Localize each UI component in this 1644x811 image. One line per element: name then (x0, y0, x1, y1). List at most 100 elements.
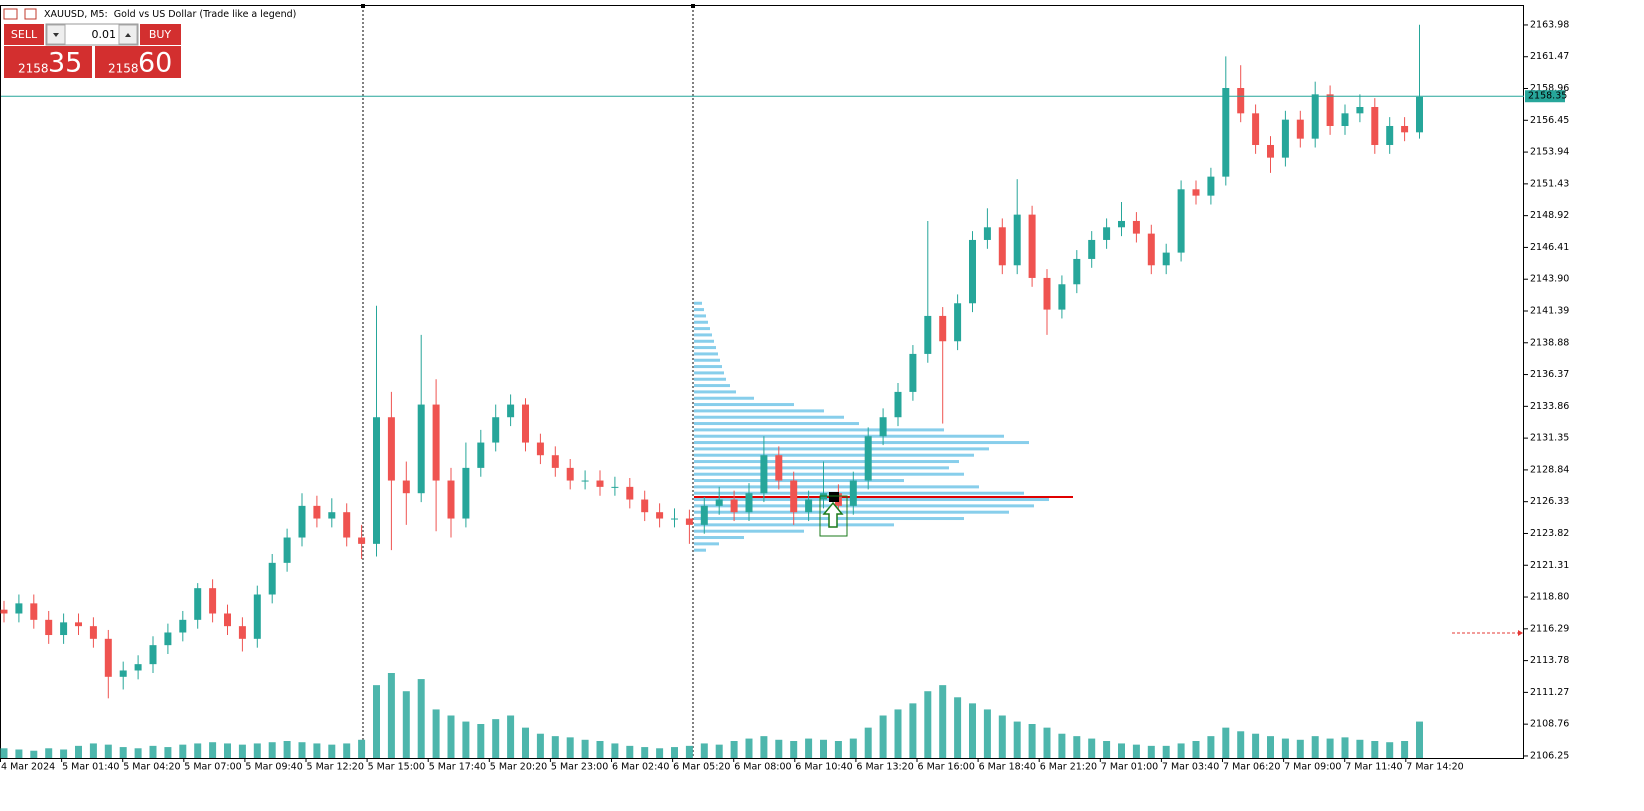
candle-body (1162, 252, 1170, 266)
volume-bar (760, 736, 768, 758)
volume-bar (596, 741, 604, 758)
candle-body (522, 404, 529, 443)
volume-bar (1386, 742, 1394, 758)
volume-bar (492, 719, 500, 758)
y-tick-label: 2121.31 (1530, 560, 1569, 571)
buy-button[interactable] (140, 24, 181, 45)
ask-button[interactable] (95, 46, 181, 78)
lot-input[interactable] (45, 23, 139, 46)
volume-bar (969, 703, 976, 758)
y-tick-label: 2163.98 (1530, 19, 1569, 30)
volume-bar (566, 737, 574, 758)
candle-body (1132, 220, 1140, 234)
volume-bar (685, 745, 693, 758)
volume-bar (298, 742, 306, 758)
profile-bar (694, 466, 949, 470)
x-tick-label: 6 Mar 08:00 (734, 762, 791, 773)
candle-body (983, 227, 991, 240)
candle-body (1088, 239, 1096, 259)
profile-bar (694, 548, 706, 552)
bid-button[interactable] (4, 46, 92, 78)
profile-bar (694, 453, 974, 457)
volume-bar (730, 741, 738, 758)
down-icon (53, 33, 59, 37)
profile-bar (694, 390, 736, 394)
profile-bar (694, 542, 719, 546)
candle-body (194, 588, 202, 620)
candle-body (1118, 220, 1125, 228)
candle-body (1103, 227, 1111, 240)
y-tick-label: 2116.29 (1530, 623, 1569, 634)
signal-marker (829, 492, 839, 502)
candle-body (1267, 144, 1274, 158)
profile-bar (694, 422, 859, 426)
candle-body (373, 417, 380, 544)
volume-bar (119, 747, 127, 758)
profile-bar (694, 346, 716, 350)
candle-body (1416, 96, 1423, 133)
sell-button[interactable] (4, 24, 44, 45)
y-tick-label: 2138.88 (1530, 337, 1569, 348)
x-tick-label: 5 Mar 20:20 (490, 762, 547, 773)
x-tick-label: 6 Mar 05:20 (673, 762, 730, 773)
y-tick-label: 2146.41 (1530, 242, 1569, 253)
profile-bar (694, 377, 726, 381)
volume-bar (864, 727, 872, 758)
profile-bar (694, 510, 1009, 514)
candle-body (492, 417, 500, 443)
volume-bar (1192, 741, 1200, 758)
volume-bar (998, 715, 1006, 758)
volume-bar (700, 743, 708, 758)
y-tick-label: 2111.27 (1530, 687, 1569, 698)
candle-body (954, 303, 962, 342)
trade-panel: SELL 0.01 BUY 2158 35 2158 60 (4, 23, 181, 79)
x-tick-label: 5 Mar 15:00 (368, 762, 425, 773)
candle-body (969, 239, 976, 304)
volume-bar (626, 745, 634, 758)
candle-body (998, 227, 1006, 266)
candle-body (596, 480, 604, 487)
separator-handle (361, 4, 365, 8)
candle-body (939, 315, 947, 342)
y-tick-label: 2106.25 (1530, 750, 1569, 761)
candle-body (1281, 119, 1289, 158)
x-tick-label: 6 Mar 16:00 (918, 762, 975, 773)
candle-body (164, 632, 172, 646)
candle-body (0, 609, 8, 614)
volume-bar (1326, 738, 1334, 758)
profile-bar (694, 371, 724, 375)
profile-bar (694, 333, 712, 337)
menu-icon[interactable] (3, 8, 18, 20)
candle-body (15, 603, 23, 614)
candle-body (1356, 106, 1364, 114)
chart-icon[interactable] (24, 8, 37, 20)
y-tick-label: 2151.43 (1530, 178, 1569, 189)
volume-bar (75, 745, 82, 758)
x-tick-label: 5 Mar 09:40 (245, 762, 302, 773)
y-tick-label: 2108.76 (1530, 719, 1569, 730)
volume-bar (924, 691, 932, 758)
candle-body (671, 518, 678, 520)
profile-bar (694, 529, 804, 533)
candle-body (298, 505, 306, 538)
profile-bar (694, 358, 720, 362)
candle-body (1371, 106, 1379, 145)
candle-body (477, 442, 485, 468)
candle-body (30, 603, 38, 620)
volume-bar (313, 743, 321, 758)
volume-bar (1162, 745, 1170, 758)
x-tick-label: 5 Mar 17:40 (429, 762, 486, 773)
y-tick-label: 2143.90 (1530, 274, 1569, 285)
candle-body (313, 505, 321, 519)
candle-body (775, 455, 783, 481)
profile-bar (694, 352, 718, 356)
candle-body (730, 499, 738, 513)
x-tick-label: 6 Mar 21:20 (1040, 762, 1097, 773)
volume-bar (820, 739, 827, 758)
volume-bar (536, 733, 544, 758)
y-tick-label: 2158.96 (1530, 83, 1569, 94)
candle-body (149, 645, 157, 665)
x-tick-label: 4 Mar 2024 (1, 762, 55, 773)
volume-bar (149, 745, 157, 758)
